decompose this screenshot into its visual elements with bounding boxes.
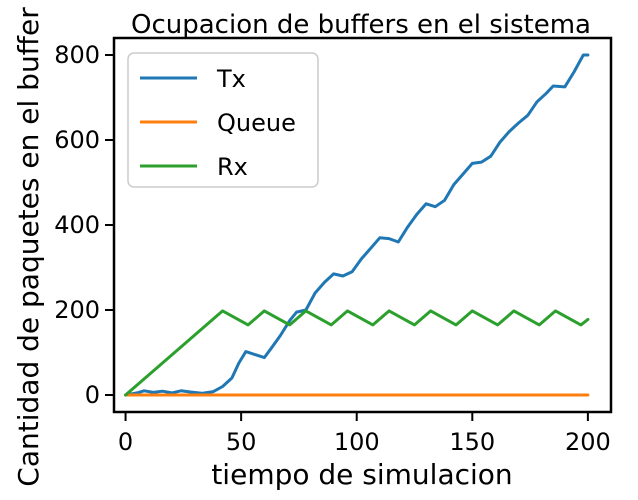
legend-box (127, 52, 319, 188)
y-axis-label: Cantidad de paquetes en el buffer (12, 7, 45, 487)
x-tick-label: 50 (226, 428, 257, 456)
y-tick-label: 600 (54, 126, 100, 154)
x-tick-label: 100 (334, 428, 380, 456)
series-layer (124, 53, 590, 397)
y-tick-label: 400 (54, 211, 100, 239)
legend-label: Rx (217, 153, 248, 181)
series-line-tx (124, 53, 590, 397)
legend: Tx Queue Rx (127, 52, 319, 188)
y-tick-label: 200 (54, 296, 100, 324)
y-tick-label: 800 (54, 41, 100, 69)
chart-title: Ocupacion de buffers en el sistema (131, 10, 591, 40)
x-tick-label: 200 (565, 428, 611, 456)
series-line-rx (124, 309, 590, 397)
y-axis: 0 200 400 600 800 (54, 41, 114, 409)
legend-label: Tx (216, 65, 246, 93)
legend-label: Queue (217, 109, 296, 137)
x-axis-label: tiempo de simulacion (211, 458, 512, 491)
x-tick-label: 150 (449, 428, 495, 456)
x-tick-label: 0 (118, 428, 133, 456)
x-axis: 0 50 100 150 200 (118, 412, 611, 456)
y-tick-label: 0 (85, 381, 100, 409)
